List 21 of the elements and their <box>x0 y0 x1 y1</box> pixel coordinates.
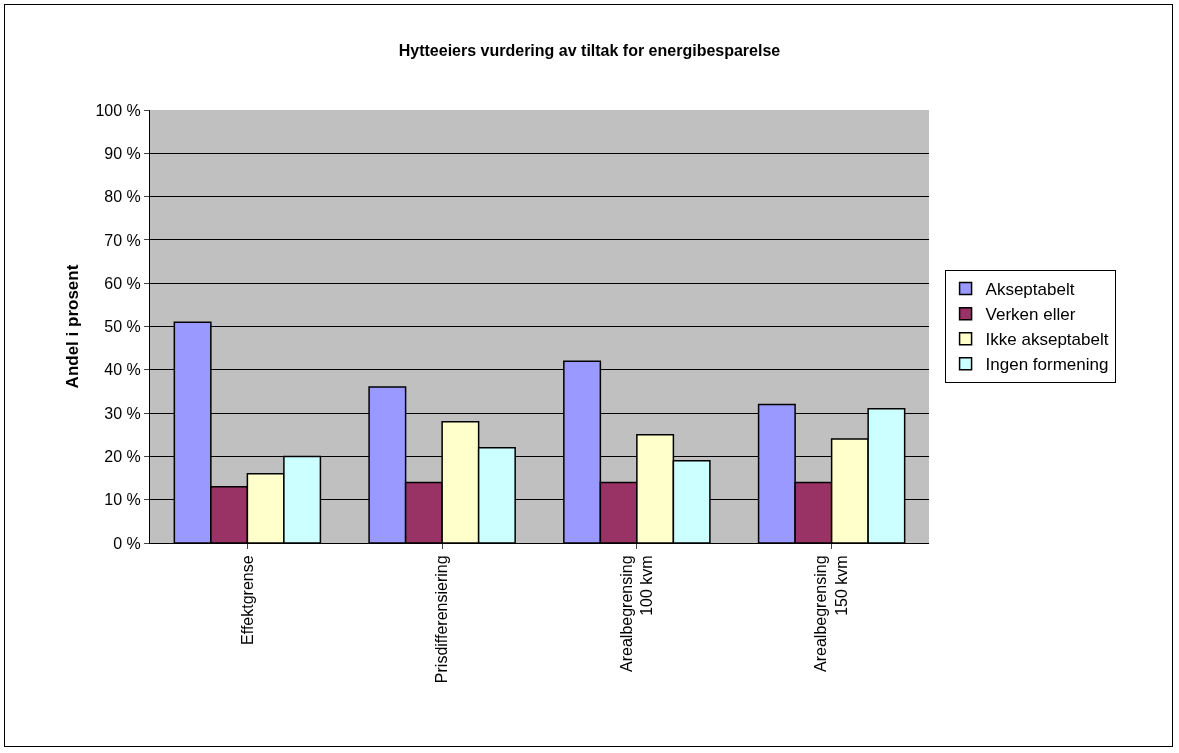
y-tick-label: 50 % <box>104 318 141 336</box>
y-tick-label: 10 % <box>104 491 141 509</box>
legend-label: Akseptabelt <box>985 280 1075 300</box>
legend-label: Verken eller <box>985 305 1076 325</box>
y-axis-title: Andel i prosent <box>62 264 82 389</box>
x-tick-label: Effektgrense <box>238 555 256 645</box>
legend-label: Ingen formening <box>985 355 1109 375</box>
y-tick-label: 20 % <box>104 448 141 465</box>
y-tick-label: 60 % <box>104 274 141 292</box>
y-tick-label: 80 % <box>104 188 141 206</box>
y-tick-label: 40 % <box>104 361 141 379</box>
chart-title: Hytteeiers vurdering av tiltak for energibesparelse <box>398 42 781 60</box>
x-tick-label: Prisdifferensiering <box>433 555 451 684</box>
x-tick-label: Arealbegrensing 100 kvm <box>617 555 656 672</box>
y-tick-label: 70 % <box>104 231 141 249</box>
y-tick-label: 0 % <box>113 534 141 552</box>
y-tick-label: 30 % <box>104 404 141 422</box>
legend-label: Ikke akseptabelt <box>985 330 1109 350</box>
y-tick-label: 100 % <box>95 101 141 119</box>
y-tick-label: 90 % <box>104 144 141 162</box>
x-tick-label: Arealbegrensing 150 kvm <box>812 555 851 672</box>
